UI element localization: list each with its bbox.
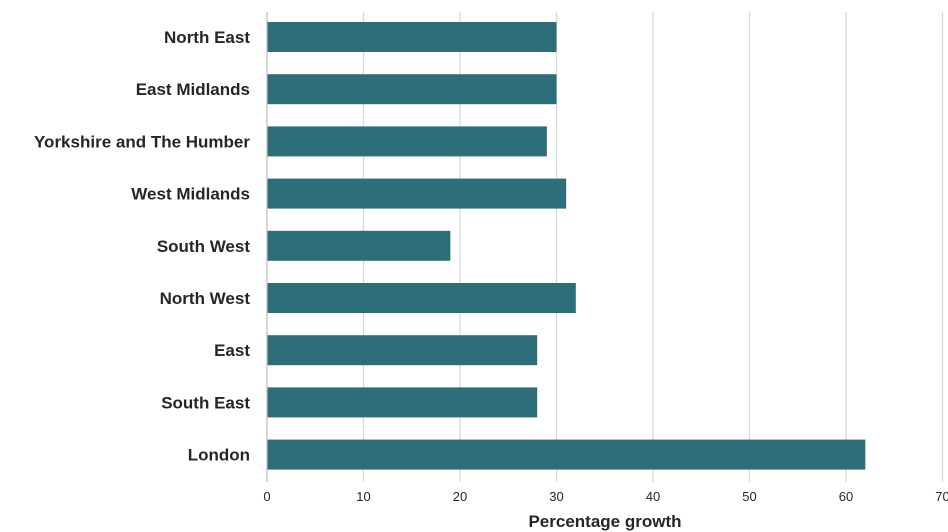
bar-west-midlands: [267, 178, 567, 209]
category-label: East Midlands: [136, 80, 250, 99]
category-label: East: [214, 341, 250, 360]
x-tick-label: 20: [453, 489, 467, 504]
category-label: South West: [157, 237, 251, 256]
bar-yorkshire-and-the-humber: [267, 126, 547, 157]
category-label: Yorkshire and The Humber: [34, 132, 250, 151]
x-tick-label: 60: [839, 489, 853, 504]
x-tick-label: 10: [356, 489, 370, 504]
x-tick-labels: 0 10 20 30 40 50 60 70: [263, 489, 948, 504]
bar-north-west: [267, 283, 576, 313]
bar-north-east: [267, 22, 557, 52]
category-labels: North East East Midlands Yorkshire and The…: [34, 28, 250, 465]
x-tick-label: 70: [935, 489, 948, 504]
x-axis-title: Percentage growth: [528, 512, 681, 531]
category-label: South East: [161, 393, 250, 412]
bar-south-west: [267, 230, 451, 261]
bars: [267, 22, 866, 470]
category-label: North West: [160, 289, 251, 308]
x-tick-label: 50: [742, 489, 756, 504]
x-tick-label: 40: [646, 489, 660, 504]
x-tick-label: 30: [549, 489, 563, 504]
category-label: North East: [164, 28, 250, 47]
category-label: West Midlands: [131, 185, 250, 204]
x-tick-label: 0: [263, 489, 270, 504]
bar-east-midlands: [267, 74, 557, 105]
bar-london: [267, 439, 866, 470]
bar-south-east: [267, 387, 538, 418]
category-label: London: [188, 446, 250, 465]
bar-east: [267, 335, 538, 366]
